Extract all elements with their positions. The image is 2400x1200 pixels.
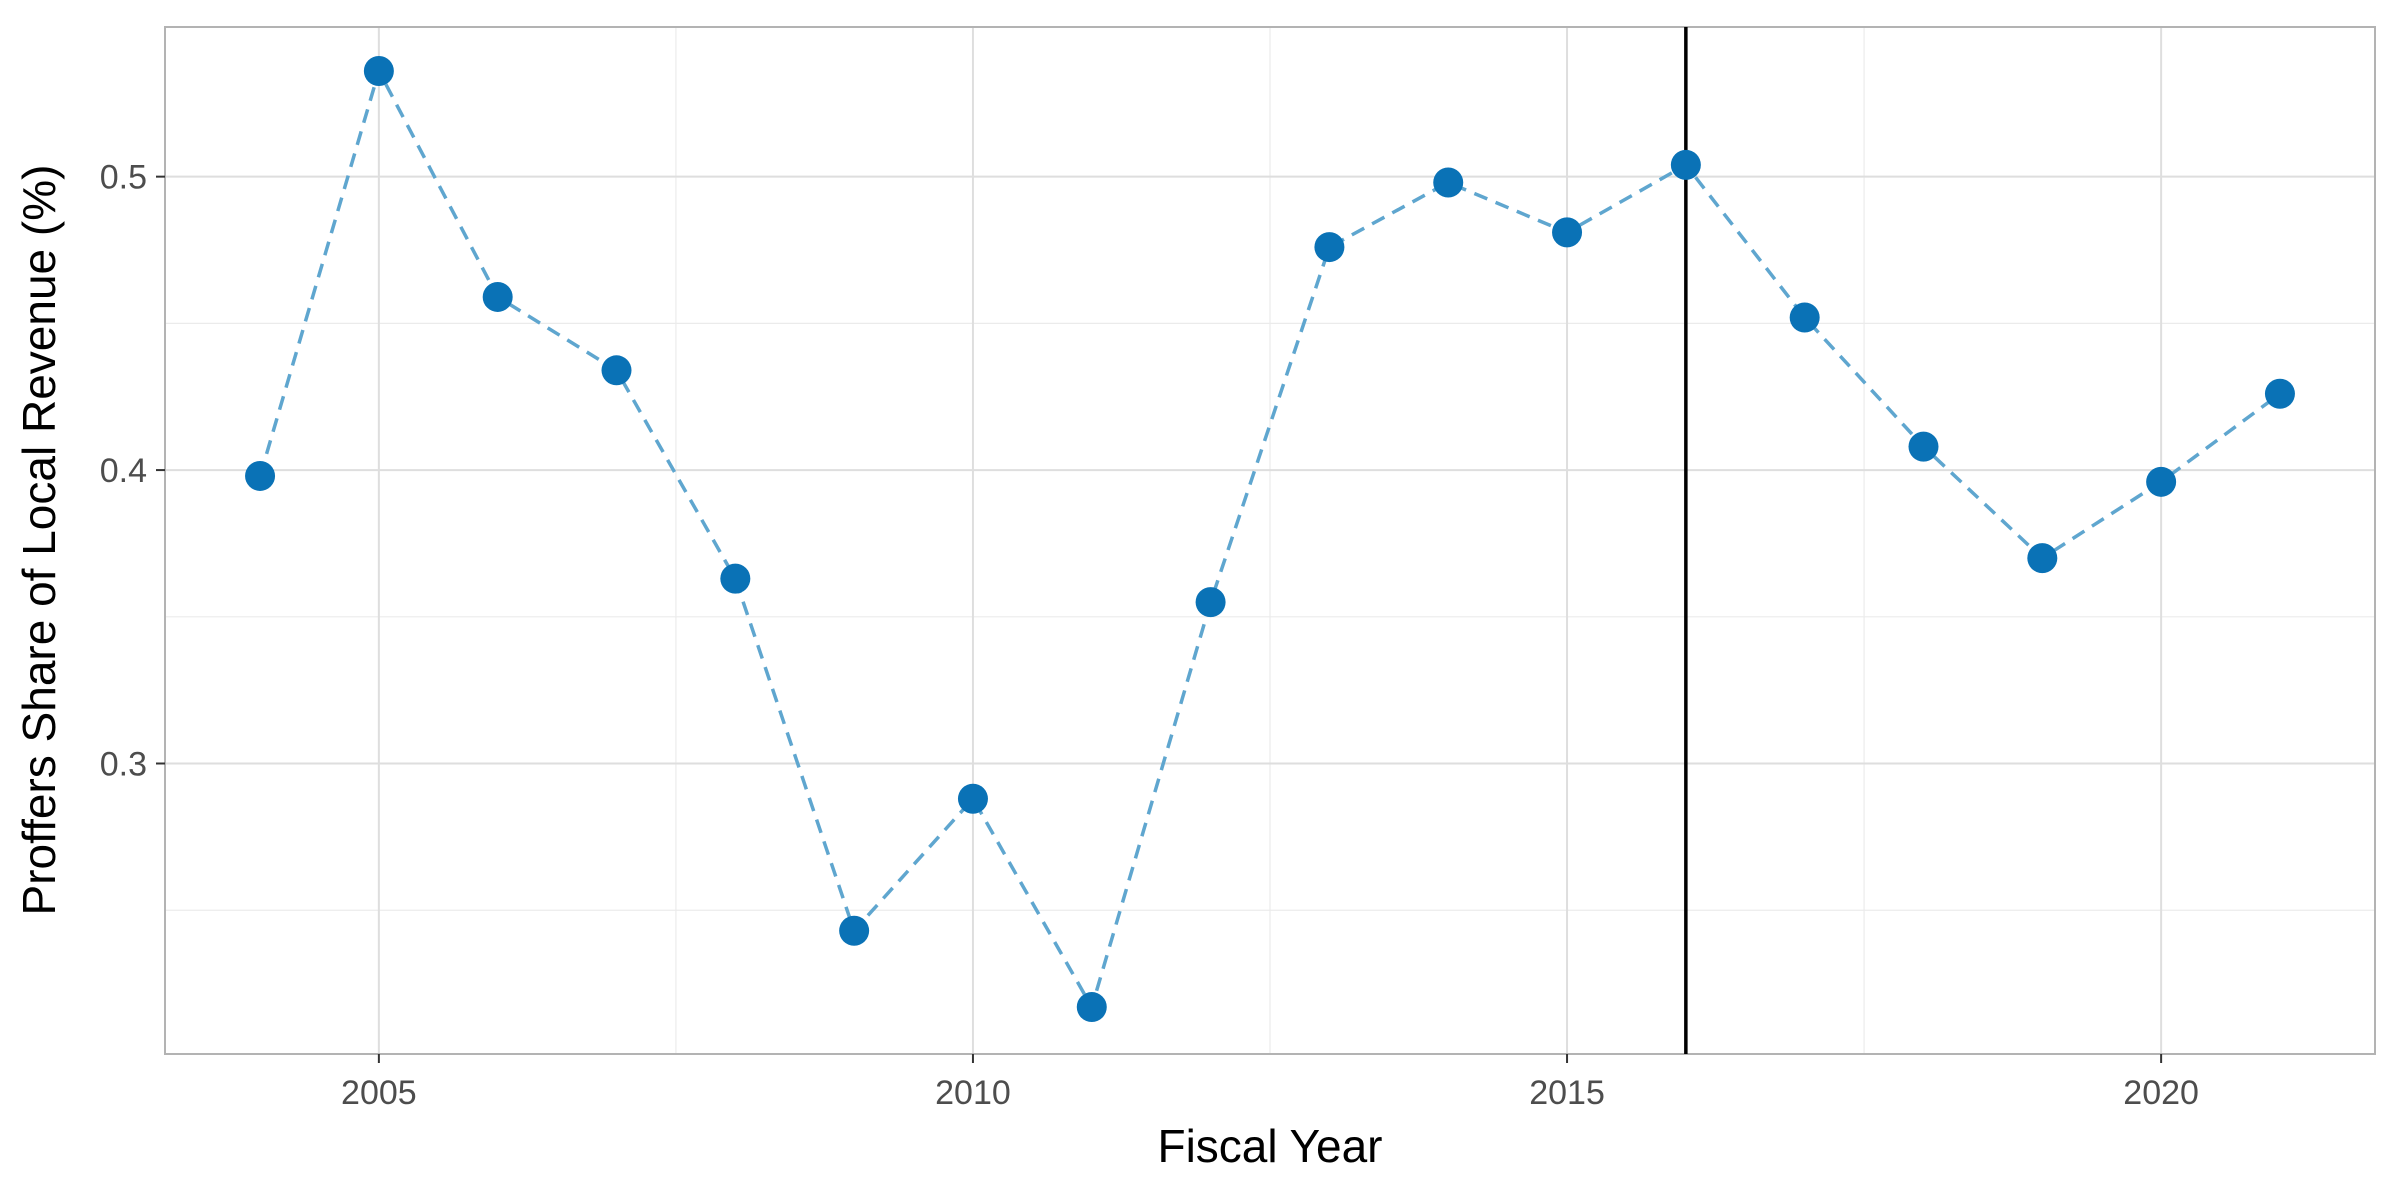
x-tick-label: 2005 [341,1074,417,1112]
y-tick-label: 0.4 [100,452,147,490]
x-axis-ticks: 2005 2010 2015 2020 [341,1054,2199,1112]
y-tick-label: 0.3 [100,746,147,784]
data-point [1908,431,1939,462]
data-points [245,56,2295,1023]
data-point [2264,378,2295,409]
series-line-group [258,66,2281,1012]
data-point [839,915,870,946]
x-axis-title: Fiscal Year [1157,1120,1382,1172]
data-point [1433,167,1464,198]
y-tick-label: 0.5 [100,159,147,197]
data-point [1789,302,1820,333]
data-point [363,56,394,87]
data-point [1076,992,1107,1023]
x-tick-label: 2010 [935,1074,1011,1112]
series-line [258,66,2281,1012]
minor-gridlines [165,27,2375,1054]
data-point [1552,217,1583,248]
data-point [601,355,632,386]
x-tick-label: 2015 [1529,1074,1605,1112]
y-axis-title: Proffers Share of Local Revenue (%) [13,165,65,916]
data-point [2146,466,2177,497]
data-point [1195,587,1226,618]
data-point [482,281,513,312]
data-point [2027,543,2058,574]
plot-panel-border [164,26,2376,1055]
data-point [957,783,988,814]
data-point [1670,149,1701,180]
data-point [720,563,751,594]
y-axis-ticks: 0.3 0.4 0.5 [100,159,165,784]
data-point [245,460,276,491]
major-gridlines [165,27,2375,1054]
x-tick-label: 2020 [2123,1074,2199,1112]
data-point [1314,232,1345,263]
